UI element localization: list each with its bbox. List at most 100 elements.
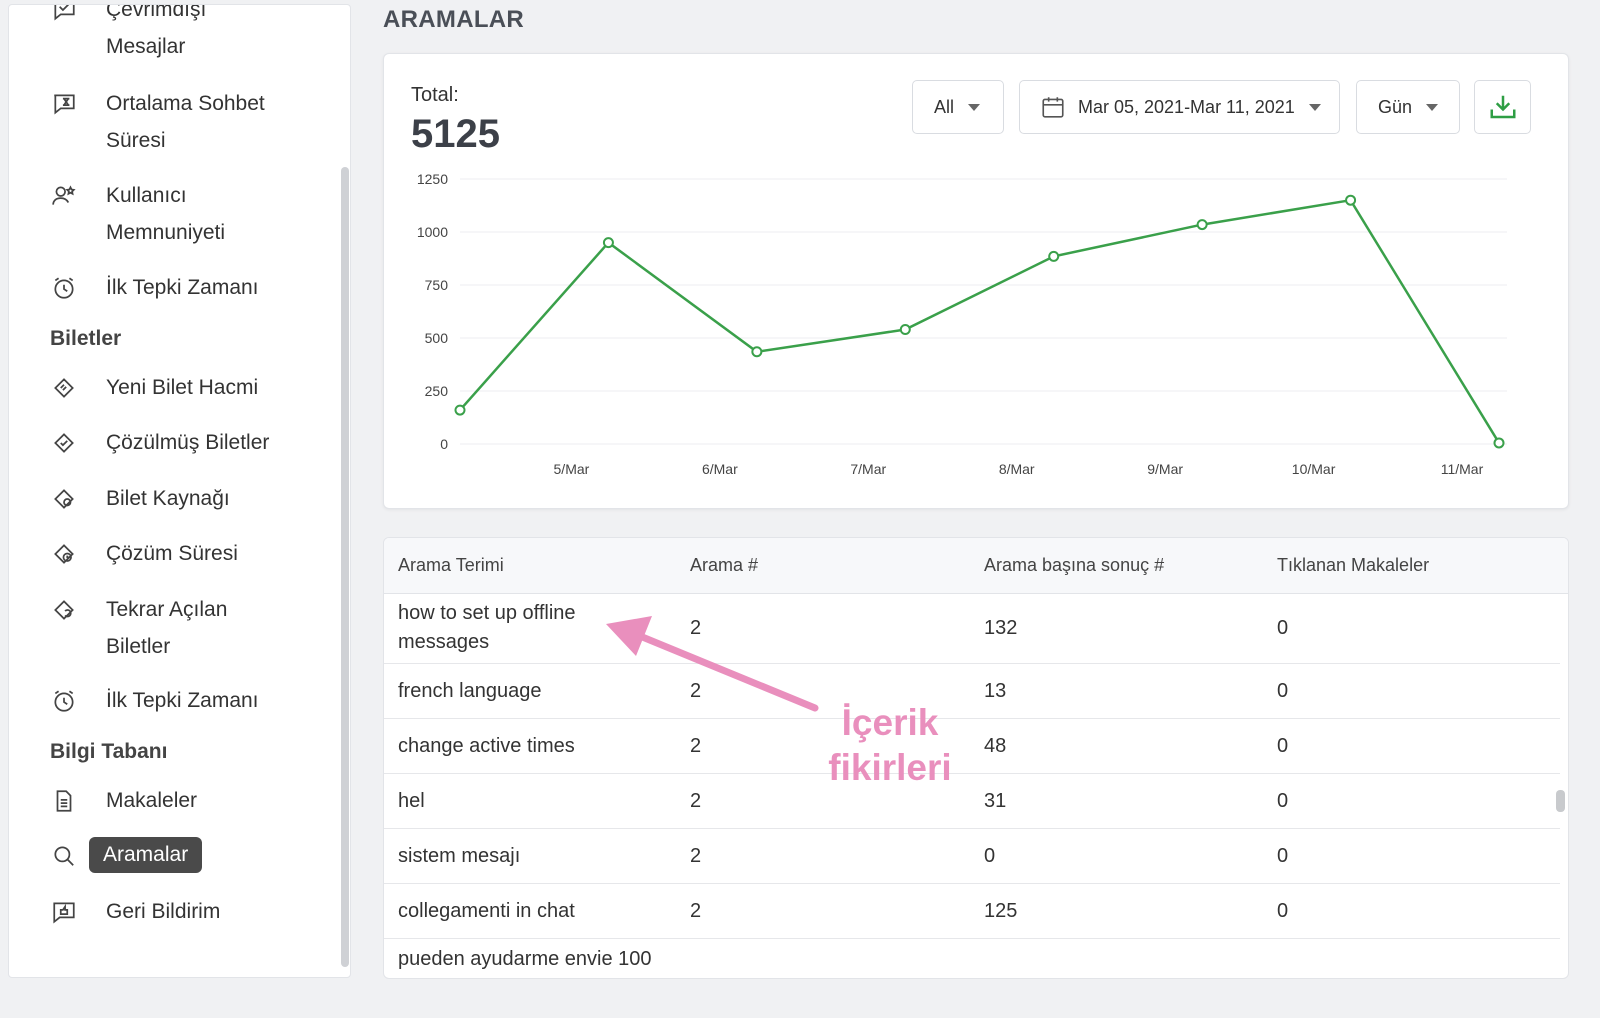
series-line [459,198,1501,444]
sidebar-item-label: İlk Tepki Zamanı [106,689,259,712]
y-tick-label: 500 [425,330,449,346]
table-scrollbar[interactable] [1556,790,1565,812]
sidebar-item-label: Tekrar Açılan [106,598,228,621]
y-tick-label: 1250 [417,171,448,187]
cell-clicked: 0 [1277,680,1289,702]
total-value: 5125 [411,112,500,156]
search-terms-table: Arama Terimi Arama # Arama başına sonuç … [383,537,1569,979]
column-header-clicked[interactable]: Tıklanan Makaleler [1277,555,1430,575]
x-tick-label: 5/Mar [554,461,590,477]
date-range-picker[interactable]: Mar 05, 2021-Mar 11, 2021 [1019,80,1340,134]
alarm-clock-icon [49,273,79,303]
table-row[interactable]: pueden ayudarme envie 100 [384,939,1560,978]
cell-term: french language [398,680,542,702]
section-heading-knowledge-base: Bilgi Tabanı [50,740,168,763]
column-header-term[interactable]: Arama Terimi [398,555,504,575]
sidebar-item-label: Çevrimdışı [106,4,207,21]
table-row[interactable]: hel 2 31 0 [384,774,1560,829]
feedback-icon [49,897,79,927]
column-header-searches[interactable]: Arama # [690,555,759,575]
cell-term: change active times [398,735,575,757]
cell-clicked: 0 [1277,617,1289,639]
x-tick-label: 7/Mar [850,461,886,477]
cell-clicked: 0 [1277,790,1289,812]
data-point[interactable] [899,324,911,336]
user-star-icon [49,181,79,211]
cell-searches: 2 [690,680,702,702]
data-point[interactable] [751,346,763,358]
sidebar-item-label: Geri Bildirim [106,900,221,923]
table-row[interactable]: sistem mesajı 2 0 0 [384,829,1560,884]
ticket-reopen-icon [49,595,79,625]
sidebar-item-label: Mesajlar [106,35,186,58]
sidebar-scrollbar[interactable] [341,167,349,967]
chevron-down-icon [1426,103,1439,111]
chevron-down-icon [1308,103,1321,111]
cell-results: 13 [984,680,1007,702]
sidebar-item-searches[interactable]: Aramalar [49,837,339,873]
document-icon [49,786,79,816]
search-icon [49,841,79,871]
x-tick-label: 10/Mar [1292,461,1336,477]
data-point[interactable] [1048,250,1060,262]
data-point[interactable] [454,404,466,416]
x-tick-label: 6/Mar [702,461,738,477]
cell-term: messages [398,631,490,653]
data-point[interactable] [602,237,614,249]
data-point[interactable] [1345,194,1357,206]
sidebar-item-offline-messages[interactable]: Çevrimdışı Mesajlar [49,4,339,65]
y-tick-label: 750 [425,277,449,293]
table-row[interactable]: collegamenti in chat 2 125 0 [384,884,1560,939]
cell-results: 0 [984,845,996,867]
download-icon [1490,95,1515,119]
cell-searches: 2 [690,845,702,867]
section-heading-tickets: Biletler [50,327,122,350]
y-tick-label: 1000 [417,224,448,240]
channel-dropdown[interactable]: All [912,80,1004,134]
sidebar-item-feedback[interactable]: Geri Bildirim [49,897,339,930]
ticket-source-icon [49,484,79,514]
column-header-results[interactable]: Arama başına sonuç # [984,555,1165,575]
offline-message-icon [49,5,79,25]
sidebar-item-label: Biletler [106,635,171,658]
sidebar-item-label: Bilet Kaynağı [106,487,230,510]
data-point[interactable] [1493,437,1505,449]
sidebar-item-label: Makaleler [106,789,198,812]
sidebar-item-label: Memnuniyeti [106,221,226,244]
y-tick-label: 250 [425,383,449,399]
date-range-value: Mar 05, 2021-Mar 11, 2021 [1078,96,1295,117]
line-chart: 0 250 500 750 1000 1250 5/Mar 6/Mar 7/Mar 8/Mar 9/… [417,171,1507,477]
table-header: Arama Terimi Arama # Arama başına sonuç … [384,538,1568,594]
y-tick-label: 0 [440,436,448,452]
data-point[interactable] [1196,219,1208,231]
ticket-check-icon [49,428,79,458]
sidebar-item-articles[interactable]: Makaleler [49,786,339,819]
cell-searches: 2 [690,735,702,757]
ticket-time-icon [49,539,79,569]
sidebar-item-resolution-time[interactable]: Çözüm Süresi [49,539,339,572]
sidebar-item-avg-chat-duration[interactable]: Ortalama Sohbet Süresi [49,89,339,159]
sidebar-item-first-response-time-tickets[interactable]: İlk Tepki Zamanı [49,686,339,719]
sidebar-item-label: Kullanıcı [106,184,187,207]
cell-results: 132 [984,617,1018,639]
sidebar-item-ticket-source[interactable]: Bilet Kaynağı [49,484,339,517]
granularity-dropdown-value: Gün [1378,96,1413,117]
granularity-dropdown[interactable]: Gün [1356,80,1460,134]
cell-term: how to set up offline [398,602,576,624]
x-tick-label: 9/Mar [1147,461,1183,477]
sidebar-item-reopened-tickets[interactable]: Tekrar Açılan Biletler [49,595,339,665]
sidebar-item-user-satisfaction[interactable]: Kullanıcı Memnuniyeti [49,181,339,251]
annotation-line1: İçerik [841,702,939,743]
table-row[interactable]: change active times 2 48 0 [384,719,1560,774]
sidebar-item-resolved-tickets[interactable]: Çözülmüş Biletler [49,428,339,461]
sidebar-item-first-response-time[interactable]: İlk Tepki Zamanı [49,273,339,306]
table-row[interactable]: how to set up offline messages 2 132 0 [384,594,1560,664]
sidebar: Çevrimdışı Mesajlar Ortalama Sohbet Süresi… [8,4,351,978]
table-row[interactable]: french language 2 13 0 [384,664,1560,719]
x-tick-label: 11/Mar [1441,461,1484,477]
download-button[interactable] [1474,80,1531,134]
cell-term: sistem mesajı [398,845,521,867]
channel-dropdown-value: All [934,96,955,117]
sidebar-item-new-ticket-volume[interactable]: Yeni Bilet Hacmi [49,373,339,406]
x-tick-label: 8/Mar [999,461,1035,477]
